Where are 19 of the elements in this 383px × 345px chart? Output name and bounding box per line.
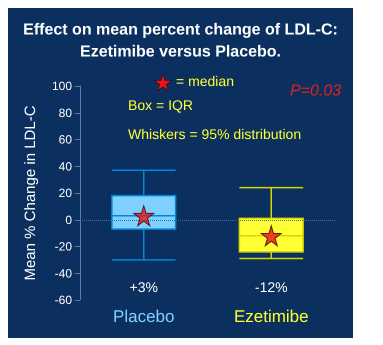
x-tick-label: Ezetimibe (234, 307, 309, 326)
annotation: = median (176, 73, 234, 89)
annotation: Box = IQR (128, 97, 193, 113)
chart-title: Effect on mean percent change of LDL-C: Ezetimibe versus Placebo. (23, 22, 338, 60)
y-tick-label: 0 (65, 212, 72, 227)
y-tick-label: 100 (52, 79, 72, 93)
y-tick-label: -20 (54, 240, 72, 254)
y-tick-label: 60 (58, 132, 72, 146)
annotation: -12% (254, 279, 288, 295)
y-tick-label: 40 (58, 159, 72, 174)
y-tick-label: 80 (58, 106, 72, 120)
y-tick-label: -40 (54, 266, 72, 280)
x-tick-label: Placebo (113, 307, 174, 326)
annotation: Whiskers = 95% distribution (128, 126, 302, 142)
y-tick-label: 20 (58, 186, 72, 200)
y-tick-label: -60 (54, 293, 72, 307)
annotation: P=0.03 (290, 82, 342, 100)
y-axis-title: Mean % Change in LDL-C (22, 105, 39, 281)
annotation: +3% (130, 279, 158, 295)
